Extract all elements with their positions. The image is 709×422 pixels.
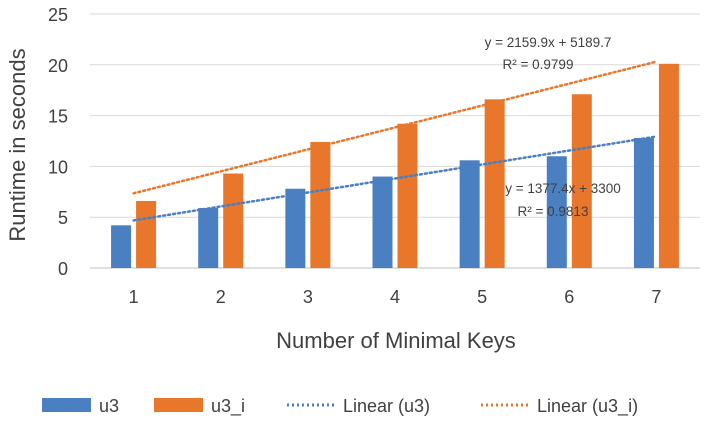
bar-u3-i xyxy=(571,94,592,268)
y-tick-label: 10 xyxy=(48,157,68,177)
bar-u3 xyxy=(372,176,393,268)
legend-label-linear-u3: Linear (u3) xyxy=(343,396,430,416)
x-tick-label: 1 xyxy=(129,287,139,307)
x-tick-label: 2 xyxy=(216,287,226,307)
x-axis-title: Number of Minimal Keys xyxy=(276,328,516,353)
legend-label-linear-u3-i: Linear (u3_i) xyxy=(537,396,638,417)
y-tick-label: 15 xyxy=(48,107,68,127)
bar-u3-i xyxy=(136,200,157,268)
trendline-linear-u3 xyxy=(132,135,658,222)
y-tick-label: 20 xyxy=(48,56,68,76)
legend-label-u3-i: u3_i xyxy=(211,396,245,417)
bar-u3-i xyxy=(310,142,331,268)
trendlines xyxy=(132,60,658,222)
bar-u3 xyxy=(198,208,219,268)
trend-equation-u3: y = 1377.4x + 3300 xyxy=(505,181,621,196)
bars xyxy=(111,63,679,269)
bar-u3 xyxy=(285,188,306,268)
x-tick-label: 4 xyxy=(390,287,400,307)
legend-swatch-u3-i xyxy=(154,398,203,412)
x-tick-label: 7 xyxy=(651,287,661,307)
y-tick-label: 25 xyxy=(48,5,68,25)
trendline-linear-u3-i xyxy=(132,60,658,195)
x-tick-label: 3 xyxy=(303,287,313,307)
x-tick-label: 6 xyxy=(564,287,574,307)
bar-u3-i xyxy=(223,173,244,268)
trend-r2-u3-i: R² = 0.9799 xyxy=(503,57,574,72)
legend: u3 u3_i Linear (u3) Linear (u3_i) xyxy=(42,396,638,417)
bar-u3 xyxy=(111,225,132,268)
y-tick-labels: 0 5 10 15 20 25 xyxy=(48,5,68,279)
bar-u3-i xyxy=(397,123,418,268)
y-tick-label: 5 xyxy=(58,208,68,228)
bar-u3-i xyxy=(658,63,679,269)
trend-r2-u3: R² = 0.9813 xyxy=(518,204,589,219)
trend-equation-u3-i: y = 2159.9x + 5189.7 xyxy=(485,35,612,50)
x-tick-label: 5 xyxy=(477,287,487,307)
x-tick-labels: 1 2 3 4 5 6 7 xyxy=(129,287,662,307)
bar-u3-i xyxy=(484,99,505,269)
bar-u3 xyxy=(633,137,654,268)
bar-u3 xyxy=(546,156,567,268)
y-tick-label: 0 xyxy=(58,259,68,279)
bar-u3 xyxy=(459,160,480,268)
legend-label-u3: u3 xyxy=(99,396,119,416)
legend-swatch-u3 xyxy=(42,398,91,412)
y-axis-title: Runtime in seconds xyxy=(5,48,30,241)
gridlines xyxy=(90,13,700,269)
